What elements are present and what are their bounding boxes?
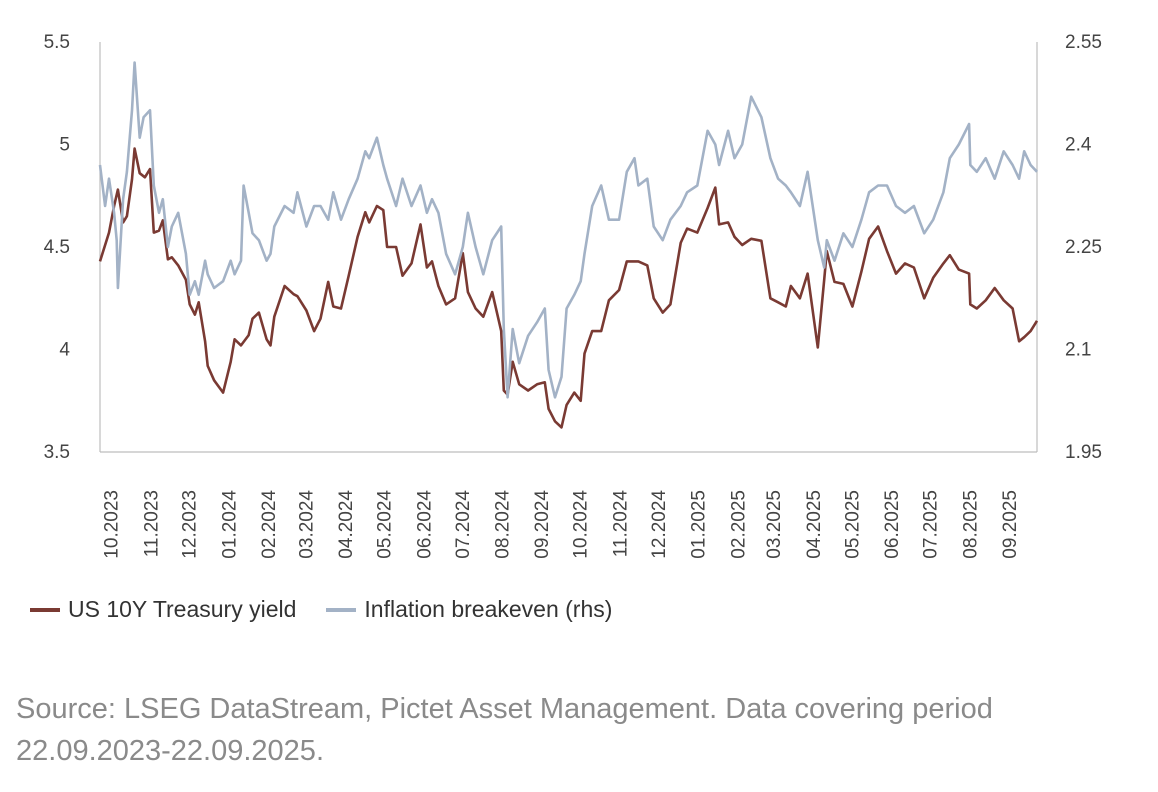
- y-left-tick-label: 4.5: [44, 237, 70, 258]
- x-tick-label: 09.2024: [532, 490, 553, 559]
- legend-item-treasury: US 10Y Treasury yield: [30, 596, 296, 623]
- x-tick-label: 06.2024: [414, 490, 435, 559]
- legend-swatch-breakeven: [326, 607, 357, 612]
- source-note: Source: LSEG DataStream, Pictet Asset Ma…: [16, 693, 993, 767]
- x-tick-label: 11.2023: [141, 490, 162, 557]
- x-tick-label: 08.2025: [960, 490, 981, 559]
- x-tick-label: 10.2023: [102, 490, 123, 559]
- chart-legend: US 10Y Treasury yield Inflation breakeve…: [30, 596, 642, 623]
- x-tick-label: 02.2025: [728, 490, 749, 559]
- y-right-tick-label: 2.55: [1065, 32, 1102, 53]
- dual-axis-line-chart: 5.5 5 4.5 4 3.5 2.55 2.4 2.25 2.1 1.95 10.2023 11.2…: [44, 32, 1102, 559]
- legend-item-breakeven: Inflation breakeven (rhs): [326, 596, 612, 623]
- y-left-tick-label: 5: [59, 135, 70, 156]
- y-right-tick-label: 1.95: [1065, 442, 1102, 463]
- x-tick-label: 01.2024: [220, 490, 241, 559]
- x-tick-label: 03.2025: [764, 490, 785, 559]
- y-right-tick-label: 2.1: [1065, 340, 1091, 361]
- legend-swatch-treasury: [30, 607, 60, 612]
- x-tick-label: 11.2024: [610, 490, 631, 558]
- legend-label-breakeven: Inflation breakeven (rhs): [364, 596, 613, 622]
- x-tick-label: 01.2025: [689, 490, 710, 559]
- y-left-tick-label: 5.5: [44, 32, 70, 53]
- x-tick-label: 07.2025: [921, 490, 942, 559]
- x-tick-label: 10.2024: [571, 490, 592, 559]
- x-tick-label: 08.2024: [493, 490, 514, 559]
- x-tick-label: 12.2024: [649, 490, 670, 559]
- y-left-tick-label: 3.5: [44, 442, 70, 463]
- chart-area: 5.5 5 4.5 4 3.5 2.55 2.4 2.25 2.1 1.95 10.2023 11.2…: [44, 32, 1102, 559]
- y-right-tick-label: 2.4: [1065, 135, 1092, 156]
- series-line-treasury-yield: [98, 147, 1039, 429]
- y-right-tick-label: 2.25: [1065, 237, 1102, 258]
- x-tick-label: 06.2025: [882, 490, 903, 559]
- x-tick-label: 04.2025: [804, 490, 825, 559]
- x-tick-label: 04.2024: [336, 490, 357, 559]
- x-tick-label: 05.2024: [375, 490, 396, 559]
- legend-label-treasury: US 10Y Treasury yield: [68, 596, 297, 622]
- x-tick-label: 02.2024: [259, 490, 280, 559]
- y-left-tick-label: 4: [59, 340, 70, 361]
- x-tick-label: 12.2023: [180, 490, 201, 559]
- x-tick-label: 05.2025: [842, 490, 863, 559]
- series-line-inflation-breakeven: [98, 61, 1038, 399]
- x-tick-label: 07.2024: [453, 490, 474, 559]
- x-tick-label: 03.2024: [296, 490, 317, 559]
- x-tick-label: 09.2025: [1000, 490, 1021, 559]
